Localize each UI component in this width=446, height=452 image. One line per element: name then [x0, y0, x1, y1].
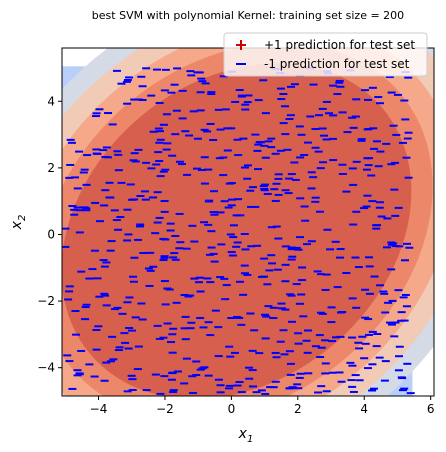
x-tick-label: −4: [90, 402, 108, 416]
x-tick-label: 2: [294, 402, 302, 416]
y-tick-label: 4: [47, 94, 55, 108]
y-tick-label: 0: [47, 227, 55, 241]
legend-label-minus: -1 prediction for test set: [264, 57, 410, 71]
x-axis-label: x1: [238, 426, 254, 445]
y-axis-ticks: −4 −2 0 2 4: [37, 94, 62, 374]
chart-title: best SVM with polynomial Kernel: trainin…: [92, 9, 404, 22]
y-tick-label: −4: [37, 361, 55, 375]
legend-label-plus: +1 prediction for test set: [264, 38, 415, 52]
y-tick-label: 2: [47, 161, 55, 175]
x-tick-label: 6: [427, 402, 435, 416]
legend: +1 prediction for test set -1 prediction…: [224, 33, 427, 76]
x-axis-ticks: −4 −2 0 2 4 6: [90, 396, 435, 416]
y-axis-label: x2: [9, 215, 28, 231]
x-tick-label: 0: [228, 402, 236, 416]
y-tick-label: −2: [37, 294, 55, 308]
x-tick-label: −2: [156, 402, 174, 416]
x-tick-label: 4: [360, 402, 368, 416]
